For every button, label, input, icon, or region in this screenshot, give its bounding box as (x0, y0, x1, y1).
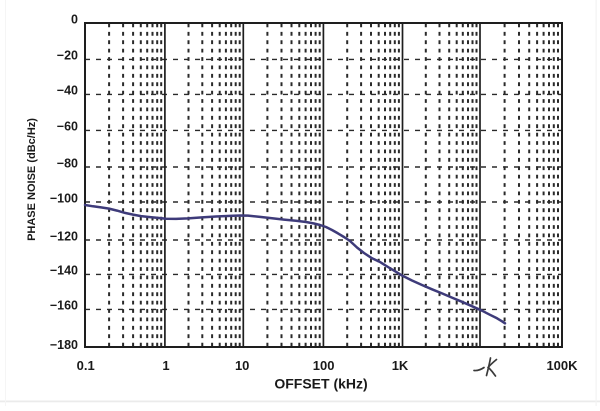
svg-text:OFFSET (kHz): OFFSET (kHz) (274, 376, 367, 392)
svg-text:−80: −80 (57, 156, 78, 170)
svg-text:−160: −160 (50, 299, 78, 313)
svg-text:−20: −20 (57, 49, 78, 63)
svg-text:−60: −60 (57, 120, 78, 134)
svg-text:−120: −120 (50, 229, 78, 243)
svg-text:10: 10 (235, 358, 249, 373)
svg-text:1: 1 (162, 358, 169, 373)
svg-text:−140: −140 (50, 264, 78, 278)
svg-text:−180: −180 (50, 338, 78, 352)
svg-text:100K: 100K (546, 358, 578, 373)
svg-text:PHASE NOISE (dBc/Hz): PHASE NOISE (dBc/Hz) (26, 118, 38, 241)
svg-text:100: 100 (313, 358, 335, 373)
svg-text:1K: 1K (392, 358, 409, 373)
svg-text:−100: −100 (50, 191, 78, 205)
svg-text:0: 0 (71, 12, 78, 26)
svg-text:0.1: 0.1 (77, 358, 95, 373)
svg-text:−40: −40 (57, 84, 78, 98)
